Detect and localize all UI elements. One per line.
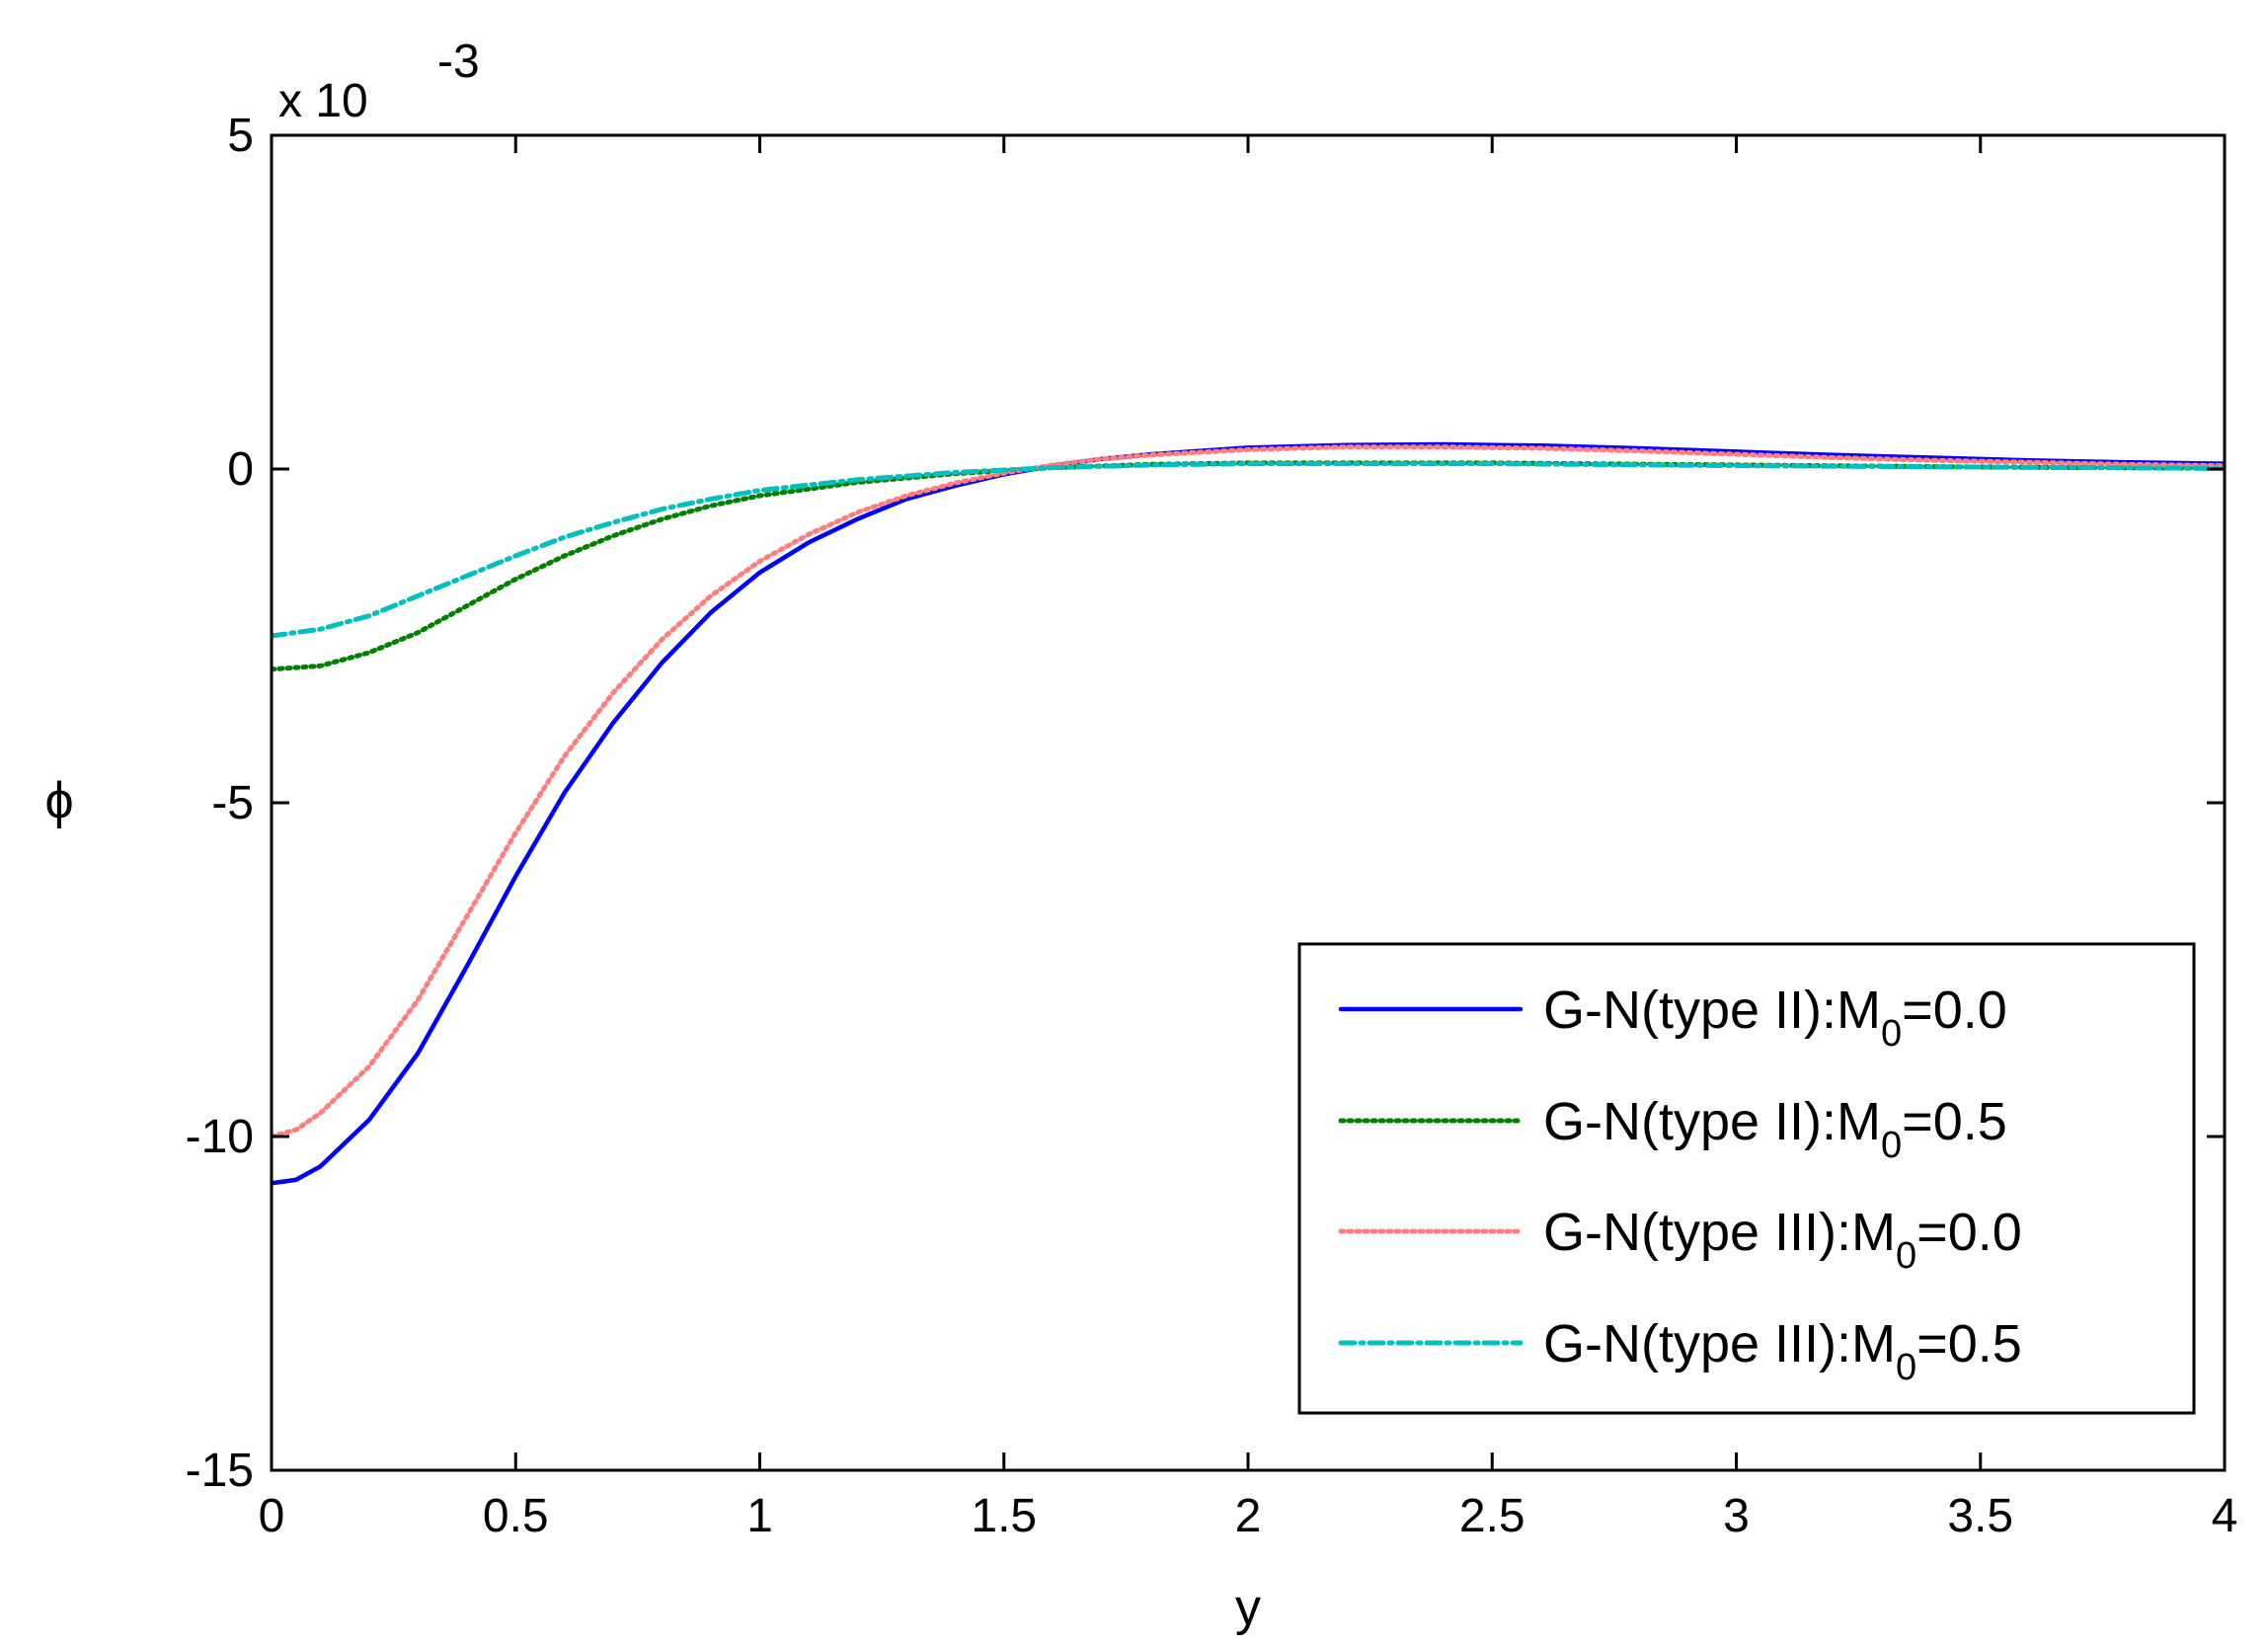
x-tick-label-0: 0 [259, 1490, 285, 1542]
labels-layer: 0 0.5 1 1.5 2 2.5 3 3.5 4 -15 -10 -5 0 5 [186, 110, 2238, 1542]
y-tick-label-0: -15 [186, 1445, 254, 1497]
series-line-3 [272, 444, 2225, 1139]
x-tick-label-5: 2.5 [1459, 1490, 1525, 1542]
x-tick-label-4: 2 [1235, 1490, 1262, 1542]
legend-label-1: G-N(type II):M0=0.0 [1543, 981, 2007, 1055]
y-tick-label-4: 5 [227, 110, 254, 162]
y-tick-label-3: 0 [227, 443, 254, 496]
y-multiplier-base: x 10 [278, 75, 368, 127]
y-tick-label-1: -10 [186, 1111, 254, 1163]
legend-entry-1: G-N(type II):M0=0.0 [1338, 981, 2007, 1055]
legend-label-4: G-N(type III):M0=0.5 [1543, 1314, 2022, 1388]
legend-box [1297, 942, 2196, 1415]
ticks-layer [270, 133, 2227, 1472]
x-tick-label-6: 3 [1723, 1490, 1750, 1542]
x-tick-label-3: 1.5 [971, 1490, 1037, 1542]
y-axis-title: ϕ [44, 772, 73, 829]
x-tick-label-7: 3.5 [1947, 1490, 2013, 1542]
legend-label-2: G-N(type II):M0=0.5 [1543, 1092, 2007, 1166]
legend-label-3: G-N(type III):M0=0.0 [1543, 1203, 2022, 1277]
y-multiplier-exponent: -3 [437, 36, 480, 88]
x-tick-label-8: 4 [2212, 1490, 2238, 1542]
series-layer [272, 441, 2225, 1186]
x-tick-label-2: 1 [746, 1490, 773, 1542]
legend-entry-2: G-N(type II):M0=0.5 [1338, 1092, 2007, 1166]
legend: G-N(type II):M0=0.0 G-N(type II):M0=0.5 G-… [1297, 942, 2196, 1415]
y-tick-label-2: -5 [211, 777, 254, 829]
x-tick-label-1: 0.5 [483, 1490, 549, 1542]
legend-entry-4: G-N(type III):M0=0.5 [1338, 1314, 2022, 1388]
series-line-1 [272, 441, 2225, 1186]
series-line-4 [272, 461, 2225, 639]
legend-entry-3: G-N(type III):M0=0.0 [1338, 1203, 2022, 1277]
x-axis-title: y [1235, 1579, 1261, 1636]
y-multiplier: x 10 -3 [278, 36, 480, 127]
